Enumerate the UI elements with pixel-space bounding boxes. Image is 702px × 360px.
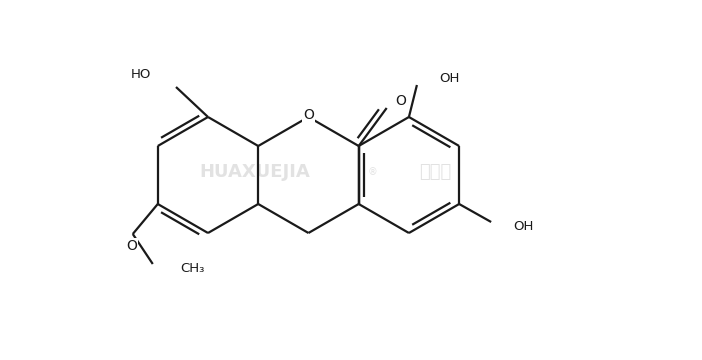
Text: HUAXUEJIA: HUAXUEJIA xyxy=(199,163,310,181)
Text: ®: ® xyxy=(367,167,377,177)
Text: O: O xyxy=(303,108,314,122)
Text: CH₃: CH₃ xyxy=(180,262,204,275)
Text: O: O xyxy=(395,94,406,108)
Text: O: O xyxy=(126,239,137,253)
Text: OH: OH xyxy=(513,220,534,233)
Text: 化学加: 化学加 xyxy=(419,163,451,181)
Text: HO: HO xyxy=(131,68,151,81)
Text: OH: OH xyxy=(439,72,459,85)
